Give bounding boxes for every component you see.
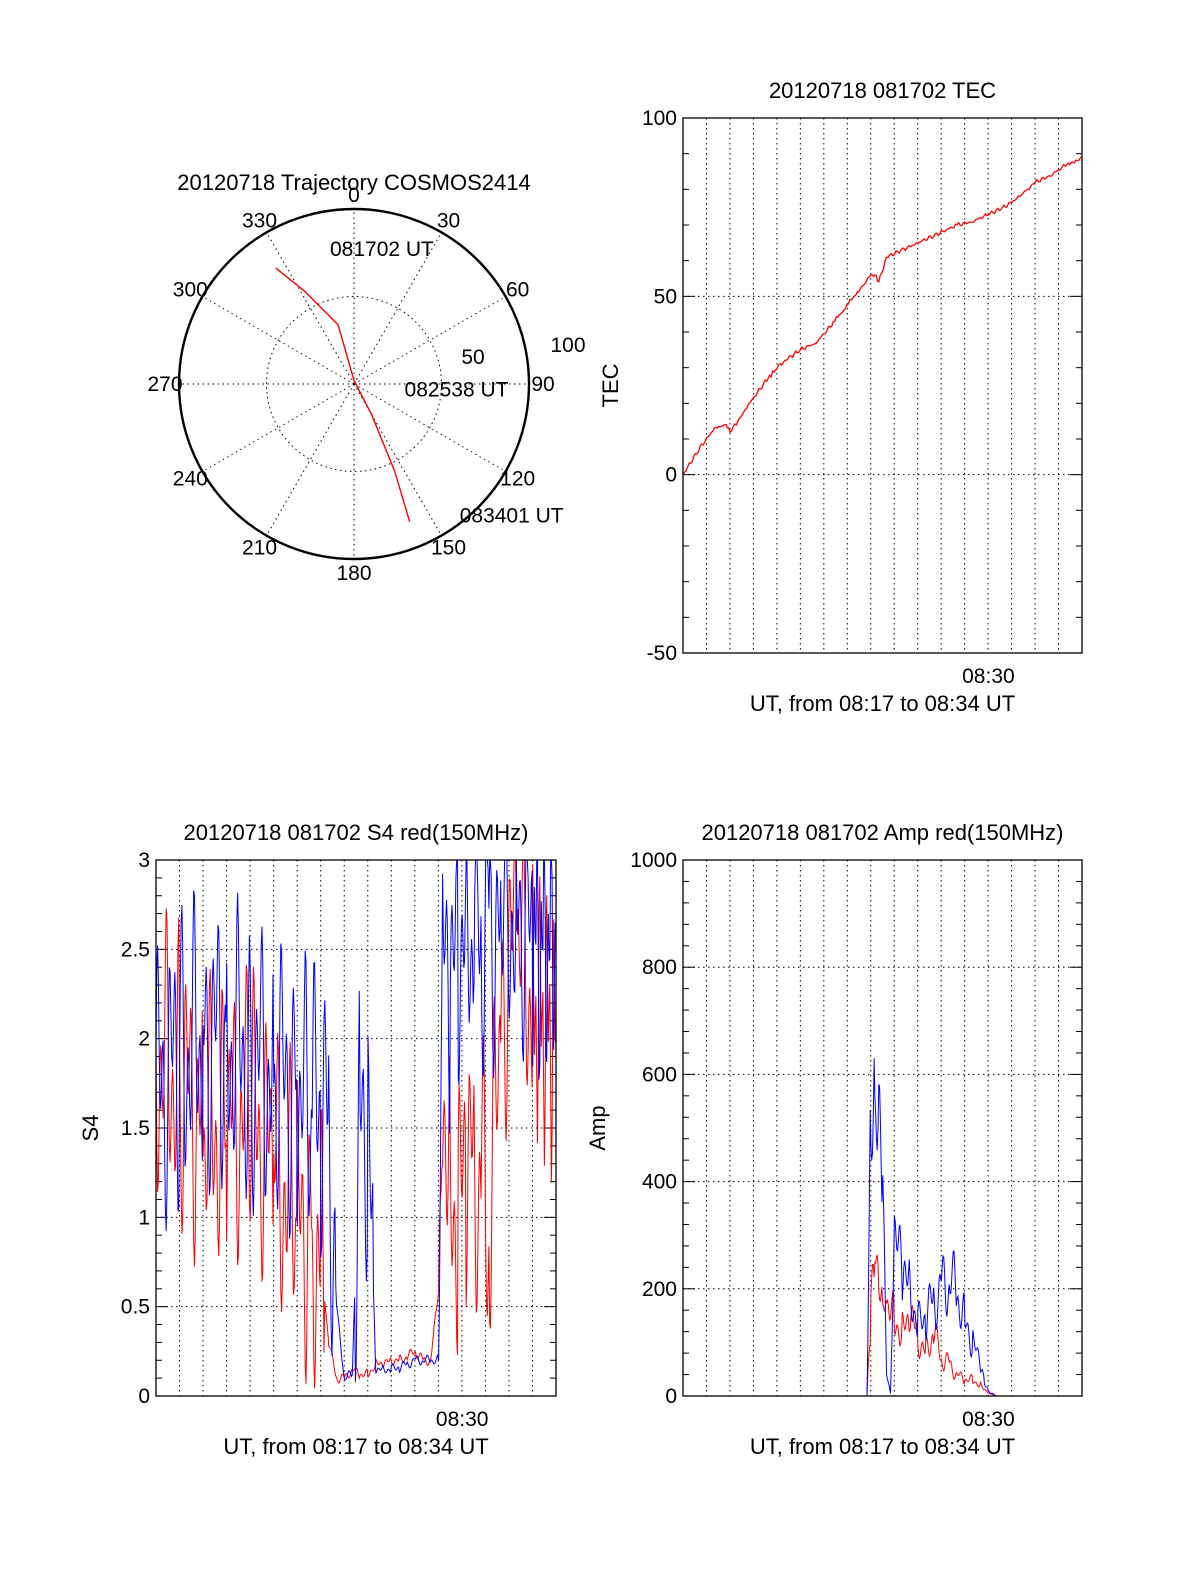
- polar-spoke: [353, 383, 442, 536]
- y-tick-label: 100: [642, 107, 677, 130]
- y-tick-label: -50: [647, 642, 677, 665]
- series-line: [683, 1254, 1082, 1397]
- polar-spoke: [353, 296, 506, 385]
- polar-spoke: [266, 383, 355, 536]
- polar-angle-label: 90: [531, 373, 554, 396]
- plot-frame: [682, 859, 1083, 1397]
- polar-spoke: [353, 232, 442, 385]
- y-tick-label: 600: [642, 1063, 677, 1086]
- polar-spoke: [266, 232, 355, 385]
- polar-radius-label: 100: [550, 334, 585, 357]
- y-tick-label: 800: [642, 956, 677, 979]
- polar-angle-label: 150: [431, 537, 466, 560]
- y-axis-label: S4: [78, 1115, 103, 1142]
- y-tick-label: 1000: [630, 849, 677, 872]
- x-tick-label: 08:30: [962, 665, 1015, 688]
- polar-angle-label: 210: [242, 537, 277, 560]
- y-tick-label: 1.5: [121, 1117, 150, 1140]
- y-tick-label: 200: [642, 1278, 677, 1301]
- x-axis-label: UT, from 08:17 to 08:34 UT: [750, 1434, 1015, 1459]
- polar-spoke: [202, 383, 355, 472]
- y-tick-label: 1: [138, 1206, 150, 1229]
- polar-trajectory-line: [275, 267, 411, 523]
- polar-radius-label: 50: [461, 346, 484, 369]
- x-tick-label: 08:30: [962, 1408, 1015, 1431]
- polar-ring-50: [266, 296, 442, 472]
- y-tick-label: 2: [138, 1028, 150, 1051]
- polar-time-annotation: 082538 UT: [405, 378, 509, 401]
- x-axis-label: UT, from 08:17 to 08:34 UT: [750, 691, 1015, 716]
- polar-spoke: [202, 296, 355, 385]
- polar-title: 20120718 Trajectory COSMOS2414: [177, 170, 530, 195]
- y-tick-label: 2.5: [121, 938, 150, 961]
- y-tick-label: 0: [138, 1385, 150, 1408]
- x-axis-label: UT, from 08:17 to 08:34 UT: [223, 1434, 488, 1459]
- polar-angle-label: 0: [348, 184, 360, 207]
- y-tick-label: 0.5: [121, 1296, 150, 1319]
- polar-angle-label: 30: [437, 209, 460, 232]
- polar-angle-label: 240: [173, 468, 208, 491]
- plot-frame: [682, 117, 1083, 654]
- y-tick-label: 400: [642, 1171, 677, 1194]
- y-tick-label: 0: [665, 1385, 677, 1408]
- polar-time-annotation: 081702 UT: [330, 238, 434, 261]
- plot-frame: [155, 859, 557, 1397]
- polar-angle-label: 300: [173, 279, 208, 302]
- polar-angle-label: 60: [506, 279, 529, 302]
- polar-outer-ring: [177, 207, 531, 561]
- series-line: [682, 156, 1083, 476]
- y-tick-label: 50: [654, 285, 677, 308]
- amp-chart-panel: 20120718 081702 Amp red(150MHz) 0 200 400 60…: [585, 820, 1083, 1459]
- chart-title: 20120718 081702 TEC: [769, 78, 996, 103]
- x-tick-label: 08:30: [436, 1408, 489, 1431]
- polar-spoke: [353, 383, 506, 472]
- polar-angle-label: 270: [147, 373, 182, 396]
- y-tick-label: 0: [665, 464, 677, 487]
- polar-angle-label: 120: [500, 468, 535, 491]
- tec-chart-panel: 20120718 081702 TEC -50 0 50 100 08:30 UT, fro…: [598, 78, 1083, 716]
- chart-title: 20120718 081702 Amp red(150MHz): [701, 820, 1063, 845]
- polar-time-annotation: 083401 UT: [460, 505, 564, 528]
- chart-title: 20120718 081702 S4 red(150MHz): [184, 820, 529, 845]
- polar-angle-label: 180: [336, 562, 371, 585]
- polar-angle-label: 330: [242, 209, 277, 232]
- y-axis-label: Amp: [585, 1105, 610, 1150]
- series-line: [683, 1058, 1082, 1397]
- y-axis-label: TEC: [598, 363, 623, 407]
- y-tick-label: 3: [138, 849, 150, 872]
- s4-chart-panel: 20120718 081702 S4 red(150MHz) 0 0.5 1 1.5 2 2…: [78, 820, 557, 1459]
